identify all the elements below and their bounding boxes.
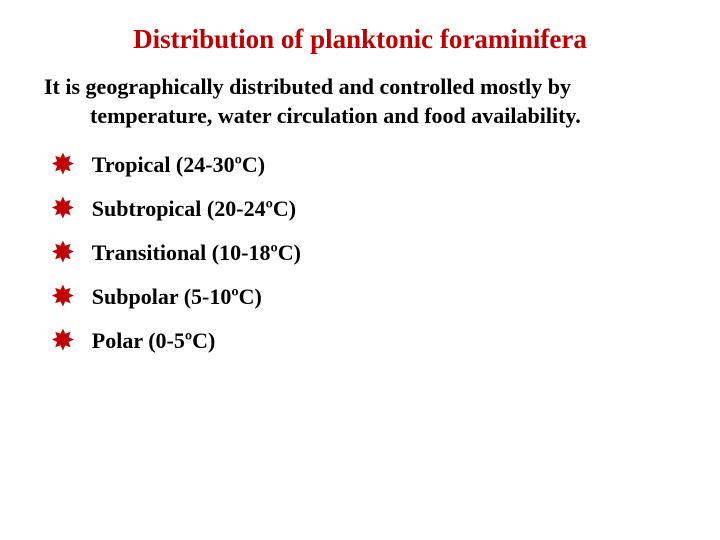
page-title: Distribution of planktonic foraminifera (44, 24, 676, 55)
intro-line-2: temperature, water circulation and food … (44, 102, 668, 131)
starburst-icon: ✸ (52, 284, 74, 310)
list-item: ✸ Transitional (10-18ºC) (52, 240, 676, 266)
list-item-label: Tropical (24-30ºC) (92, 152, 265, 178)
list-item-label: Subtropical (20-24ºC) (92, 196, 296, 222)
list-item: ✸ Subtropical (20-24ºC) (52, 196, 676, 222)
list-item: ✸ Tropical (24-30ºC) (52, 152, 676, 178)
list-item: ✸ Polar (0-5ºC) (52, 328, 676, 354)
list-item-label: Subpolar (5-10ºC) (92, 284, 262, 310)
starburst-icon: ✸ (52, 196, 74, 222)
list-item-label: Polar (0-5ºC) (92, 328, 216, 354)
list-item: ✸ Subpolar (5-10ºC) (52, 284, 676, 310)
starburst-icon: ✸ (52, 152, 74, 178)
starburst-icon: ✸ (52, 328, 74, 354)
intro-line-1: It is geographically distributed and con… (44, 74, 571, 99)
starburst-icon: ✸ (52, 240, 74, 266)
list-item-label: Transitional (10-18ºC) (92, 240, 301, 266)
intro-paragraph: It is geographically distributed and con… (44, 73, 676, 130)
climate-zone-list: ✸ Tropical (24-30ºC) ✸ Subtropical (20-2… (44, 152, 676, 354)
